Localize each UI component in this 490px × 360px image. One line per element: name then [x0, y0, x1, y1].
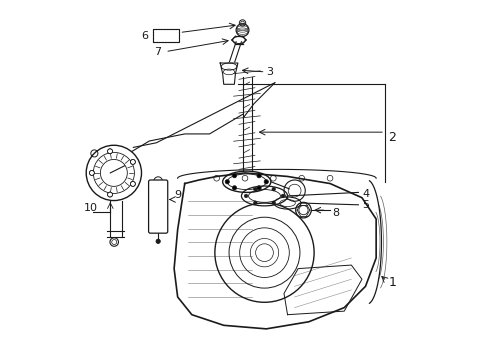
Circle shape	[264, 180, 269, 184]
Circle shape	[232, 186, 237, 190]
Circle shape	[257, 186, 261, 190]
Text: 7: 7	[154, 47, 162, 57]
Circle shape	[281, 194, 285, 198]
Text: 10: 10	[84, 203, 98, 213]
Text: 4: 4	[362, 189, 369, 199]
Text: 6: 6	[142, 31, 148, 41]
Circle shape	[232, 174, 237, 178]
Circle shape	[272, 201, 275, 204]
Circle shape	[257, 174, 261, 178]
Circle shape	[225, 180, 229, 184]
FancyBboxPatch shape	[148, 180, 168, 233]
Text: 1: 1	[389, 276, 396, 289]
Circle shape	[130, 159, 135, 165]
Polygon shape	[174, 173, 376, 329]
Polygon shape	[220, 63, 238, 84]
Circle shape	[108, 192, 113, 197]
Circle shape	[156, 239, 160, 243]
Text: 5: 5	[362, 200, 369, 210]
Text: 2: 2	[389, 131, 396, 144]
Circle shape	[245, 194, 248, 198]
Circle shape	[130, 181, 135, 186]
Text: 9: 9	[174, 190, 181, 200]
Circle shape	[89, 170, 95, 175]
Circle shape	[272, 188, 275, 191]
Circle shape	[253, 201, 257, 204]
Circle shape	[108, 149, 113, 154]
Text: 8: 8	[332, 208, 339, 218]
FancyBboxPatch shape	[153, 29, 179, 42]
Circle shape	[253, 188, 257, 191]
Text: 3: 3	[266, 67, 273, 77]
